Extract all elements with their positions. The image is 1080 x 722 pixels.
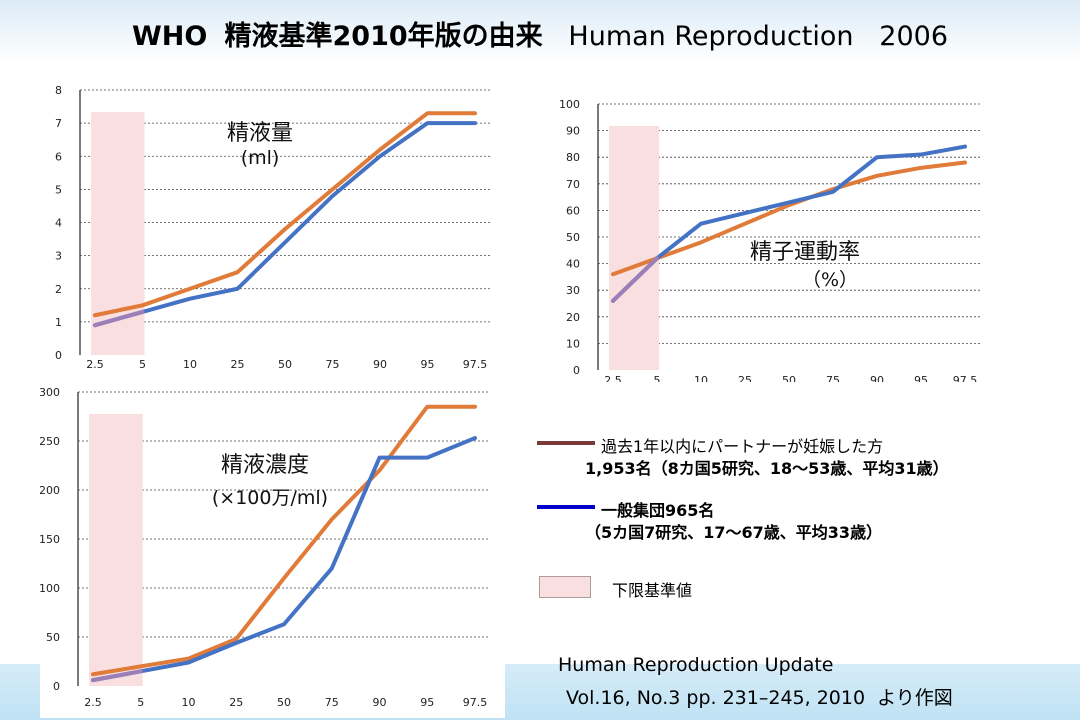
title-year: 2006 (879, 21, 948, 52)
lower-ref-band (609, 126, 659, 370)
title-en: Human Reproduction (568, 21, 854, 52)
legend-fertile: 過去1年以内にパートナーが妊娠した方 (535, 430, 1075, 456)
source-citation: Vol.16, No.3 pp. 231–245, 2010 (566, 687, 866, 709)
source-line1: Human Reproduction Update (558, 654, 834, 676)
series-general-line (93, 121, 477, 328)
x-tick-label: 5 (137, 696, 144, 709)
legend-fertile-label: 過去1年以内にパートナーが妊娠した方 (601, 437, 884, 456)
x-tick-label: 5 (654, 374, 661, 382)
y-tick-label: 100 (40, 582, 60, 595)
title-prefix: WHO (132, 21, 208, 52)
concentration-chart-panel: 0 50 100 150 200 250 300 2.5 5 10 25 50 75 90 95 97.5 精液… (39, 380, 505, 718)
y-tick-label: 50 (566, 231, 580, 244)
x-tick-label: 25 (229, 696, 243, 709)
legend-general: 一般集団965名 (535, 494, 1075, 520)
series-general-line (91, 436, 477, 683)
series-general-band-segment (611, 256, 659, 303)
x-tick-label: 90 (870, 374, 884, 382)
legend-general-swatch (537, 505, 595, 509)
y-tick-label: 2 (55, 283, 62, 296)
y-tick-label: 8 (55, 84, 62, 97)
x-tick-label: 97.5 (463, 358, 488, 371)
y-tick-label: 30 (566, 284, 580, 297)
y-tick-label: 20 (566, 311, 580, 324)
slide-title: WHO 精液基準2010年版の由来 Human Reproduction 200… (0, 14, 1080, 53)
y-tick-label: 0 (573, 364, 580, 377)
volume-chart: 0 1 2 3 4 5 6 7 8 2.5 5 10 25 50 75 90 95 97.5 精液量(ml) (55, 84, 490, 371)
chart-subtitle: （%） (802, 269, 858, 291)
y-tick-label: 10 (566, 337, 580, 350)
y-tick-label: 5 (55, 183, 62, 196)
y-tick-label: 0 (53, 680, 60, 693)
y-tick-label: 80 (566, 151, 580, 164)
x-tick-label: 75 (326, 358, 340, 371)
y-tick-label: 40 (566, 258, 580, 271)
x-tick-label: 10 (694, 374, 708, 382)
motility-chart: 0 10 20 30 40 50 60 70 80 90 100 2.5 5 10 25 50 75 90 95 97… (559, 98, 980, 387)
x-tick-label: 97.5 (953, 374, 978, 382)
y-tick-label: 6 (55, 150, 62, 163)
y-tick-label: 4 (55, 217, 62, 230)
y-tick-label: 250 (40, 435, 60, 448)
volume-chart-panel: 0 1 2 3 4 5 6 7 8 2.5 5 10 25 50 75 90 95 97.5 精液量 (ml) (40, 78, 510, 378)
concentration-chart: 0 50 100 150 200 250 300 2.5 5 10 25 50 75 90 95 97.5 精液… (39, 386, 490, 709)
y-tick-label: 300 (40, 386, 60, 399)
y-tick-label: 60 (566, 204, 580, 217)
title-jp: 精液基準2010年版の由来 (224, 21, 543, 52)
motility-chart-panel: 0 10 20 30 40 50 60 70 80 90 100 2.5 5 10 25 50 75 90 95 97… (540, 92, 985, 387)
x-tick-label: 2.5 (86, 358, 104, 371)
x-tick-label: 50 (278, 358, 292, 371)
y-tick-label: 0 (55, 349, 62, 362)
x-tick-label: 25 (738, 374, 752, 382)
x-tick-label: 75 (826, 374, 840, 382)
series-general-band-segment (93, 309, 145, 328)
x-tick-label: 75 (325, 696, 339, 709)
chart-subtitle: (ml) (241, 147, 280, 169)
y-tick-label: 150 (40, 533, 60, 546)
chart-title: 精液量 (227, 121, 293, 146)
x-tick-label: 97.5 (463, 696, 488, 709)
x-tick-label: 2.5 (84, 696, 102, 709)
y-tick-label: 90 (566, 125, 580, 138)
x-tick-label: 2.5 (604, 374, 622, 382)
lower-ref-band (89, 414, 143, 686)
x-tick-label: 25 (231, 358, 245, 371)
y-tick-label: 100 (559, 98, 580, 111)
legend-lower-ref-label: 下限基準値 (612, 581, 693, 600)
series-general-band-segment (91, 669, 143, 683)
series-fertile-line (91, 404, 477, 677)
x-tick-label: 50 (277, 696, 291, 709)
x-tick-label: 90 (373, 696, 387, 709)
x-tick-label: 95 (421, 358, 435, 371)
chart-subtitle: (×100万/ml) (212, 487, 328, 509)
series-fertile-line (611, 160, 967, 277)
y-tick-label: 70 (566, 178, 580, 191)
source-suffix: より作図 (877, 687, 953, 709)
y-tick-label: 7 (55, 117, 62, 130)
legend-lower-ref-swatch (539, 576, 591, 598)
x-tick-label: 90 (373, 358, 387, 371)
x-tick-label: 10 (182, 696, 196, 709)
series-general-line (611, 144, 967, 303)
y-tick-label: 1 (55, 316, 62, 329)
legend-general-detail: （5カ国7研究、17～67歳、平均33歳） (585, 523, 883, 542)
series-fertile-line (93, 111, 477, 318)
legend-fertile-detail: 1,953名（8カ国5研究、18～53歳、平均31歳） (585, 459, 949, 478)
x-tick-label: 95 (420, 696, 434, 709)
x-tick-label: 5 (139, 358, 146, 371)
x-tick-label: 95 (914, 374, 928, 382)
y-tick-label: 200 (40, 484, 60, 497)
legend-general-label: 一般集団965名 (601, 501, 715, 520)
y-tick-label: 50 (46, 631, 60, 644)
y-tick-label: 3 (55, 250, 62, 263)
chart-title: 精液濃度 (221, 453, 309, 478)
chart-title: 精子運動率 (750, 240, 860, 265)
x-tick-label: 10 (183, 358, 197, 371)
x-tick-label: 50 (782, 374, 796, 382)
title-band (0, 0, 1080, 62)
source-line2: Vol.16, No.3 pp. 231–245, 2010 より作図 (566, 683, 953, 710)
legend: 過去1年以内にパートナーが妊娠した方 1,953名（8カ国5研究、18～53歳、… (535, 430, 1075, 546)
legend-fertile-swatch (537, 441, 595, 445)
